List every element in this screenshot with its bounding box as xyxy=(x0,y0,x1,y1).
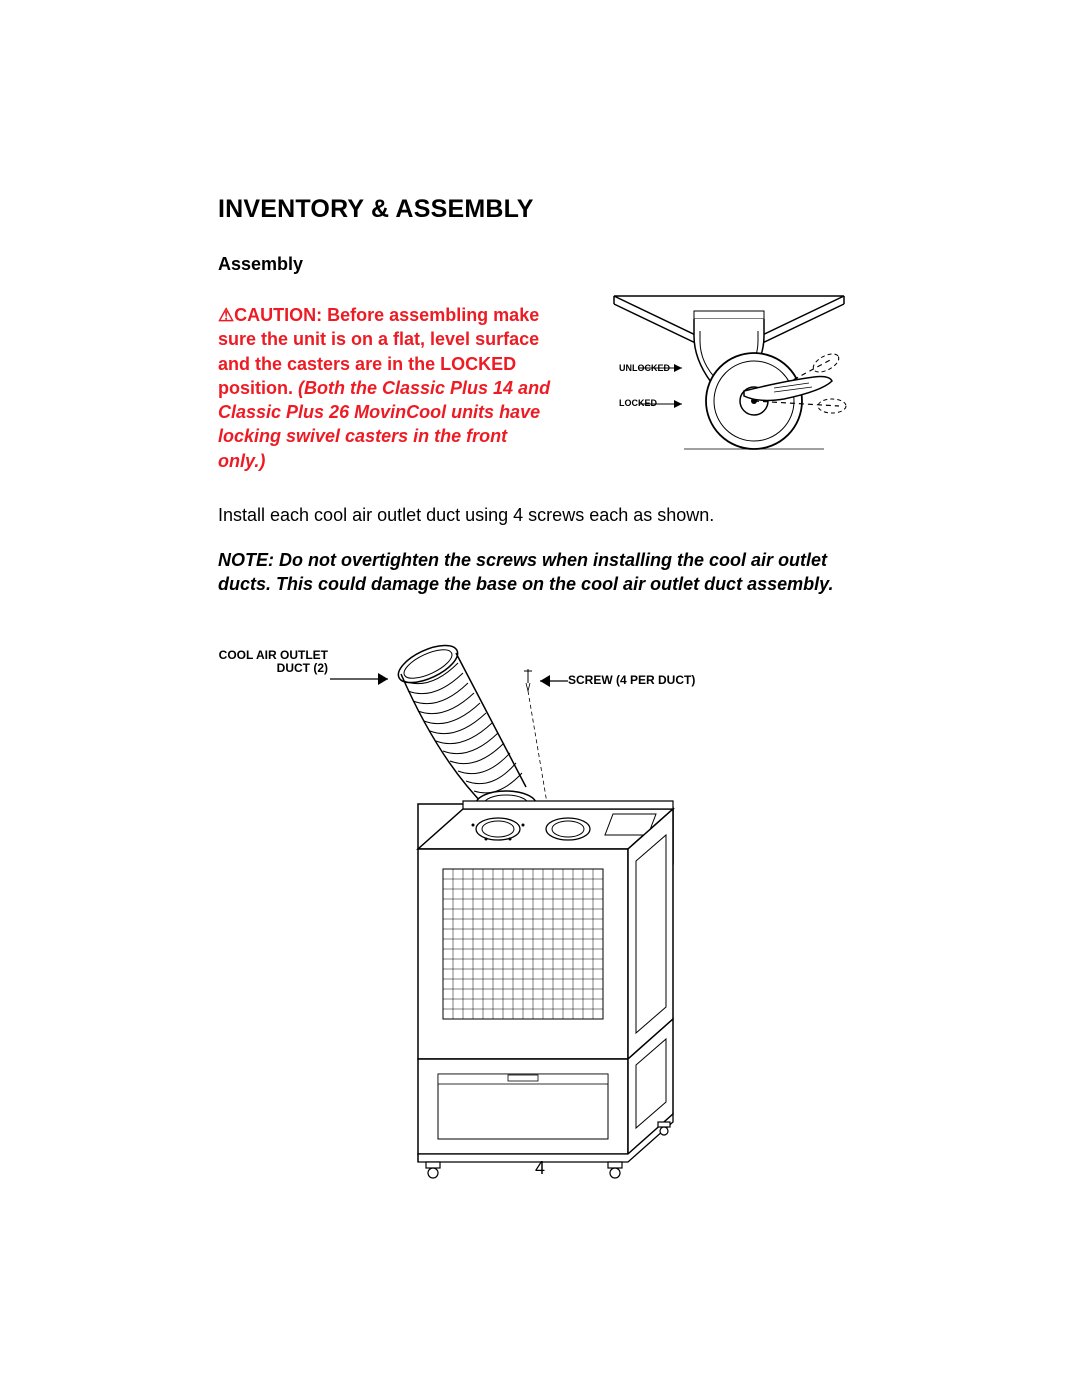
install-text: Install each cool air outlet duct using … xyxy=(218,505,880,526)
caution-symbol: ⚠ xyxy=(218,305,234,325)
caution-text: ⚠CAUTION: Before assembling make sure th… xyxy=(218,303,558,473)
locked-lbl: LOCKED xyxy=(619,398,658,408)
caster-svg: UNLOCKED LOCKED xyxy=(584,291,874,461)
caster-diagram: UNLOCKED LOCKED xyxy=(558,291,880,461)
section-title: INVENTORY & ASSEMBLY xyxy=(218,195,880,224)
unit-diagram: COOL AIR OUTLETDUCT (2) SCREW (4 PER DUC… xyxy=(218,639,880,1179)
caution-and-caster-row: ⚠CAUTION: Before assembling make sure th… xyxy=(218,303,880,473)
page-number: 4 xyxy=(0,1158,1080,1179)
note-text: NOTE: Do not overtighten the screws when… xyxy=(218,548,880,597)
page: INVENTORY & ASSEMBLY Assembly ⚠CAUTION: … xyxy=(0,0,1080,1397)
subheading: Assembly xyxy=(218,254,880,275)
unit-svg xyxy=(218,639,878,1179)
